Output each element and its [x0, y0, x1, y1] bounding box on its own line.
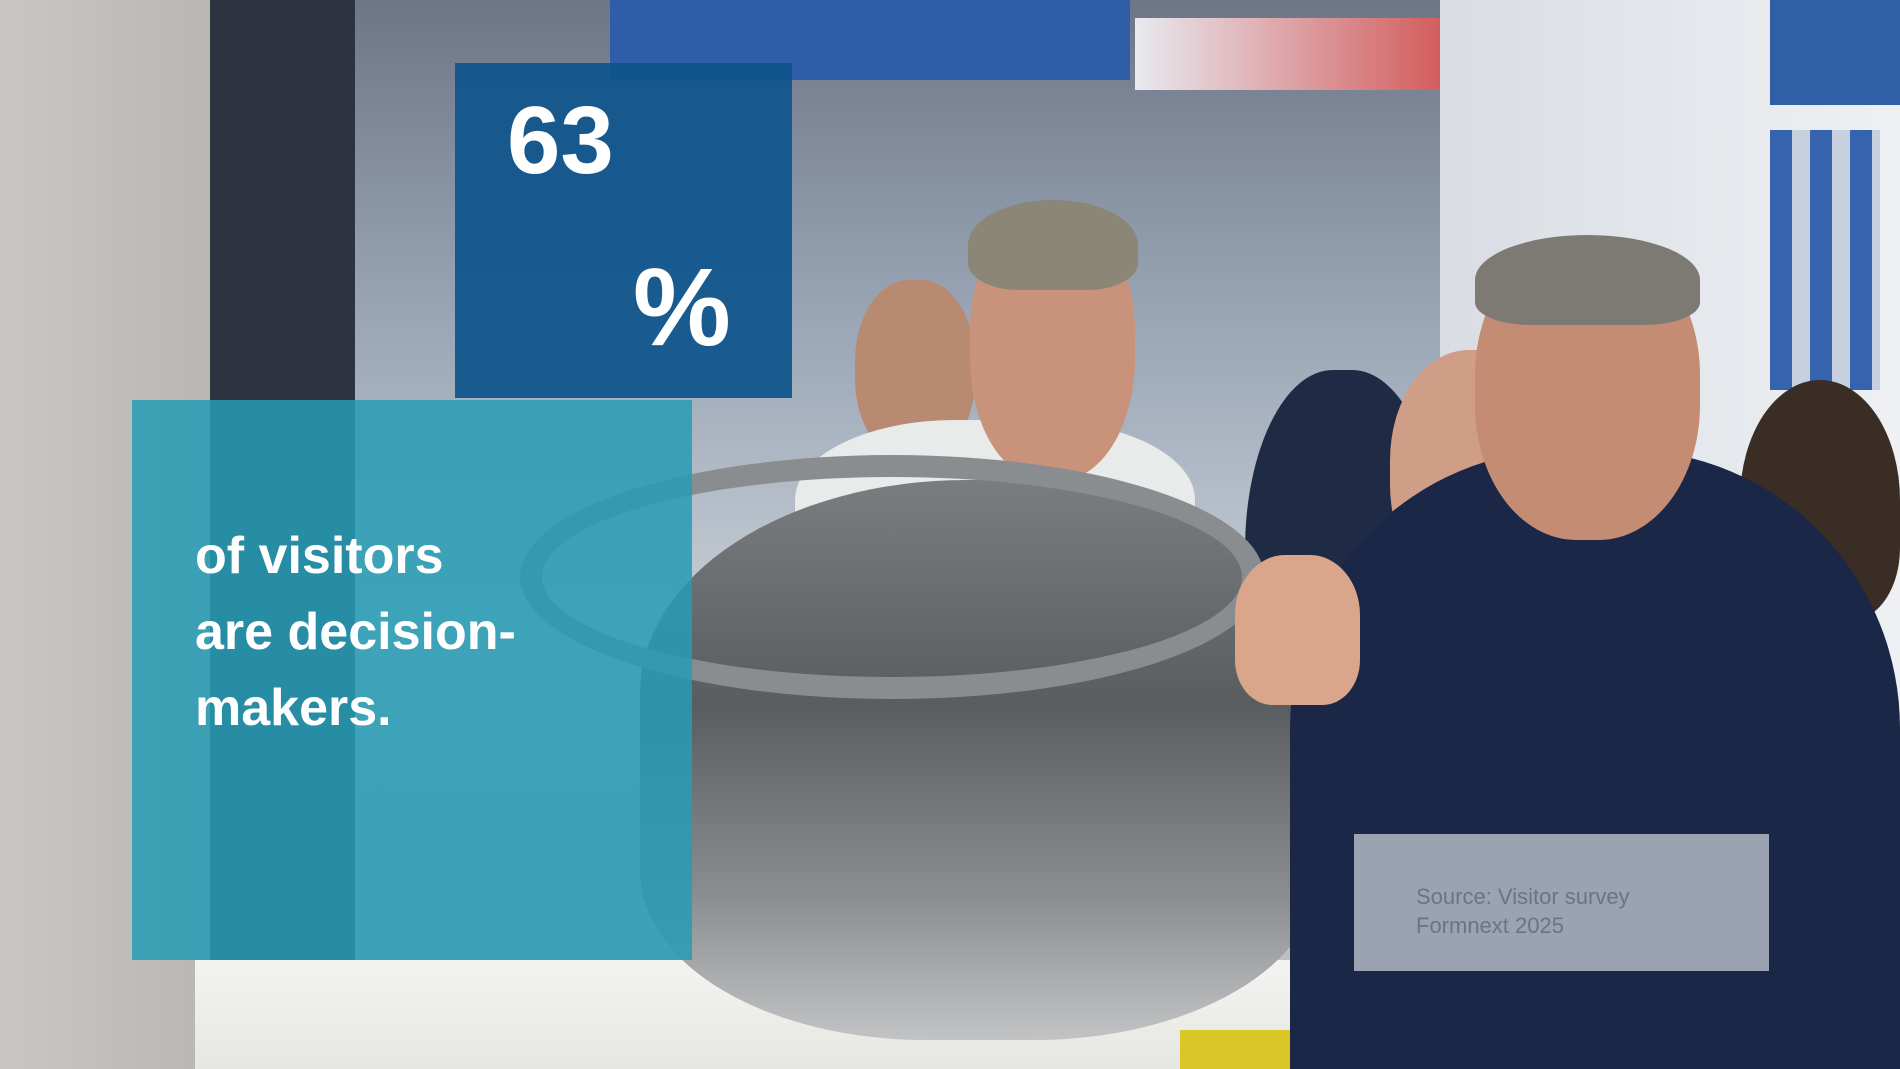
caption-line: are decision- [195, 603, 516, 661]
visitor-suit [1290, 450, 1900, 1069]
booth-sign [1135, 18, 1445, 90]
statistic-number: 63 [507, 87, 614, 194]
source-text: Source: Visitor survey Formnext 2025 [1416, 882, 1630, 940]
source-line: Source: Visitor survey [1416, 884, 1630, 909]
caption-box: of visitors are decision- makers. [132, 400, 692, 960]
caption-line: makers. [195, 679, 392, 737]
visitor-hair [1475, 235, 1700, 325]
statistic-box: 63 % [455, 63, 792, 398]
striped-panel [1770, 130, 1880, 390]
source-line: Formnext 2025 [1416, 913, 1564, 938]
exhibitor-hair [968, 200, 1138, 290]
caption-text: of visitors are decision- makers. [195, 518, 665, 746]
caption-line: of visitors [195, 527, 444, 585]
percent-sign: % [633, 246, 731, 369]
gesturing-hand [1235, 555, 1360, 705]
source-box: Source: Visitor survey Formnext 2025 [1354, 834, 1769, 971]
blue-sign [1770, 0, 1900, 105]
